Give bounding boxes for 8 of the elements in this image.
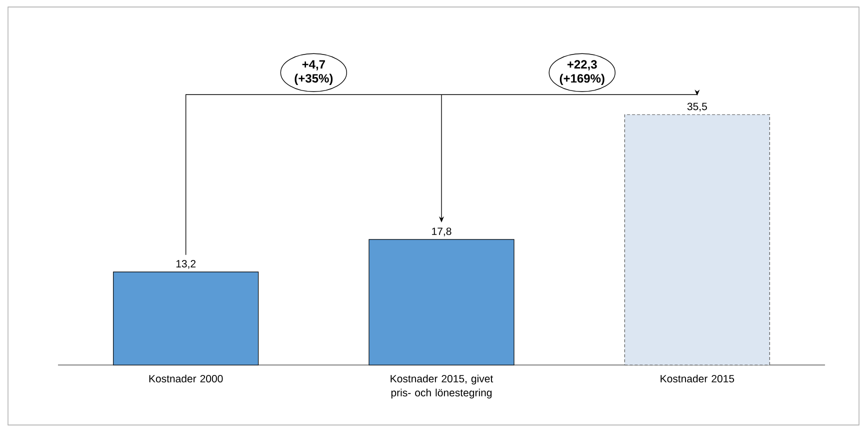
data-label: 17,8 bbox=[432, 228, 452, 236]
text: +4,7 (+35%) bbox=[294, 60, 333, 85]
x-tick-label: Kostnader 2015, givet pris- och lönestegring bbox=[390, 374, 494, 398]
text: +22,3 (+169%) bbox=[560, 60, 604, 86]
x-tick-label: Kostnader 2000 bbox=[149, 374, 223, 382]
data-label: 13,2 bbox=[176, 260, 196, 269]
x-tick-label: Kostnader 2015 bbox=[660, 374, 734, 382]
data-label: 35,5 bbox=[687, 102, 707, 112]
